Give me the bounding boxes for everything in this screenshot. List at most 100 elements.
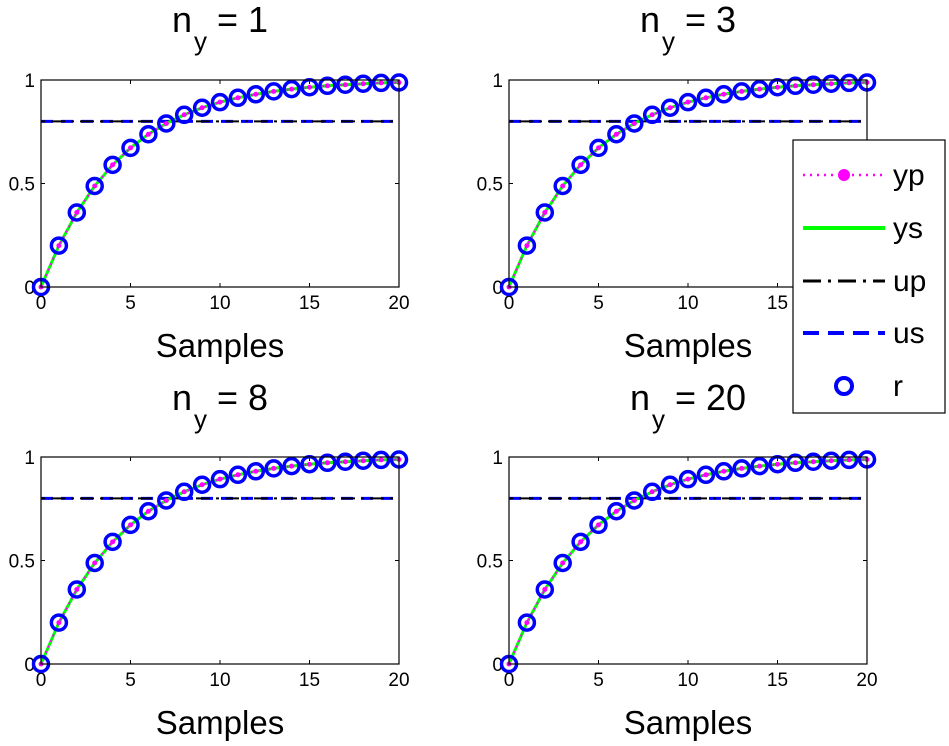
y-tick-label: 0.5 (477, 552, 503, 573)
series-r-point (642, 482, 662, 502)
series-r-point (821, 451, 841, 470)
series-r-point (660, 98, 680, 117)
y-tick-label: 0.5 (9, 175, 35, 196)
series-r-point (625, 114, 644, 133)
series-yp-point (74, 209, 80, 215)
legend: yp ys up us r (792, 139, 946, 414)
series-r-point (282, 79, 301, 99)
series-yp-point (613, 131, 619, 137)
series-yp-point (524, 620, 530, 626)
series-yp-point (128, 522, 133, 528)
y-tick-label: 1 (492, 71, 503, 92)
series-yp-point (110, 539, 116, 545)
series-r-point (714, 85, 734, 104)
y-tick-label: 0 (492, 278, 503, 299)
y-tick-label: 0.5 (9, 552, 35, 573)
series-r-point (174, 105, 194, 125)
series-r-point (607, 124, 626, 144)
series-yp-point (524, 243, 530, 249)
x-tick-label: 0 (36, 293, 47, 314)
series-yp-point (792, 83, 798, 89)
series-r-point (318, 76, 337, 96)
series-r-point (264, 82, 283, 101)
series-r-point (571, 532, 590, 552)
series-yp-point (235, 472, 241, 478)
y-tick-label: 1 (492, 448, 503, 469)
legend-marker-r (834, 376, 854, 396)
series-yp-point (775, 461, 780, 467)
series-r-point (103, 532, 122, 552)
y-tick-label: 1 (24, 448, 35, 469)
series-yp-point (810, 459, 816, 465)
series-yp-point (649, 112, 655, 118)
series-yp-point (217, 476, 223, 482)
series-yp-point (342, 82, 348, 88)
x-tick-label: 20 (388, 293, 409, 314)
series-r-point (786, 76, 805, 96)
series-yp-point (163, 120, 169, 126)
series-r-point (750, 79, 769, 99)
series-r-point (371, 450, 391, 470)
series-yp-point (828, 81, 834, 87)
series-yp-point (199, 105, 205, 111)
x-tick-label: 10 (209, 293, 230, 314)
series-yp-point (181, 489, 187, 495)
series-yp-point (307, 461, 312, 467)
x-axis-label: Samples (156, 327, 284, 364)
series-yp-point (596, 145, 601, 151)
series-yp-point (92, 560, 98, 566)
series-yp-point (631, 120, 637, 126)
legend-label: ys (893, 212, 923, 245)
x-tick-label: 5 (593, 670, 604, 691)
y-tick-label: 0 (24, 278, 35, 299)
series-r-point (139, 124, 158, 144)
series-yp-point (739, 465, 745, 471)
series-r-point (660, 475, 680, 494)
x-axis-label: Samples (624, 327, 752, 364)
series-yp-point (181, 112, 187, 118)
series-r-point (282, 456, 301, 476)
series-yp-point (145, 508, 151, 514)
legend-marker-yp (838, 169, 850, 181)
series-yp-point (757, 86, 763, 92)
series-r-point (804, 452, 823, 472)
subplot-3: ny = 8 Samples 0 5 10 15 20 0 0.5 1 (9, 377, 410, 741)
legend-label: up (893, 265, 926, 298)
series-yp-point (56, 620, 62, 626)
series-r-point (192, 98, 212, 117)
series-r-point (103, 155, 122, 175)
y-tick-label: 0 (492, 655, 503, 676)
series-yp-point (667, 105, 673, 111)
series-r-point (371, 73, 391, 93)
series-r-point (750, 456, 769, 476)
series-r-point (49, 236, 69, 255)
subplot-4: ny = 20 Samples 0 5 10 15 20 0 0.5 1 (477, 377, 878, 741)
x-tick-label: 10 (677, 670, 698, 691)
series-yp-point (667, 482, 673, 488)
series-r-point (353, 451, 373, 470)
series-yp-point (324, 83, 330, 89)
series-yp-point (92, 183, 98, 189)
series-r-point (625, 491, 644, 510)
series-r-point (246, 462, 266, 481)
series-r-point (228, 88, 248, 108)
series-r-point (696, 88, 716, 108)
series-yp-point (846, 80, 852, 86)
legend-entry-yp: yp (803, 159, 925, 192)
series-r-point (678, 469, 698, 489)
series-r-point (678, 92, 698, 112)
subplot-title: ny = 8 (172, 377, 268, 434)
series-yp-point (271, 88, 277, 94)
series-r-point (210, 92, 230, 112)
x-axis-label: Samples (624, 704, 752, 741)
series-yp-point (649, 489, 655, 495)
subplot-title: ny = 3 (640, 0, 736, 56)
x-axis-label: Samples (156, 704, 284, 741)
x-tick-label: 10 (677, 293, 698, 314)
legend-label: us (893, 317, 925, 350)
axes-frame (40, 79, 400, 288)
series-yp-point (613, 508, 619, 514)
x-tick-label: 20 (388, 670, 409, 691)
series-r-point (786, 453, 805, 473)
series-yp-point (360, 458, 366, 464)
